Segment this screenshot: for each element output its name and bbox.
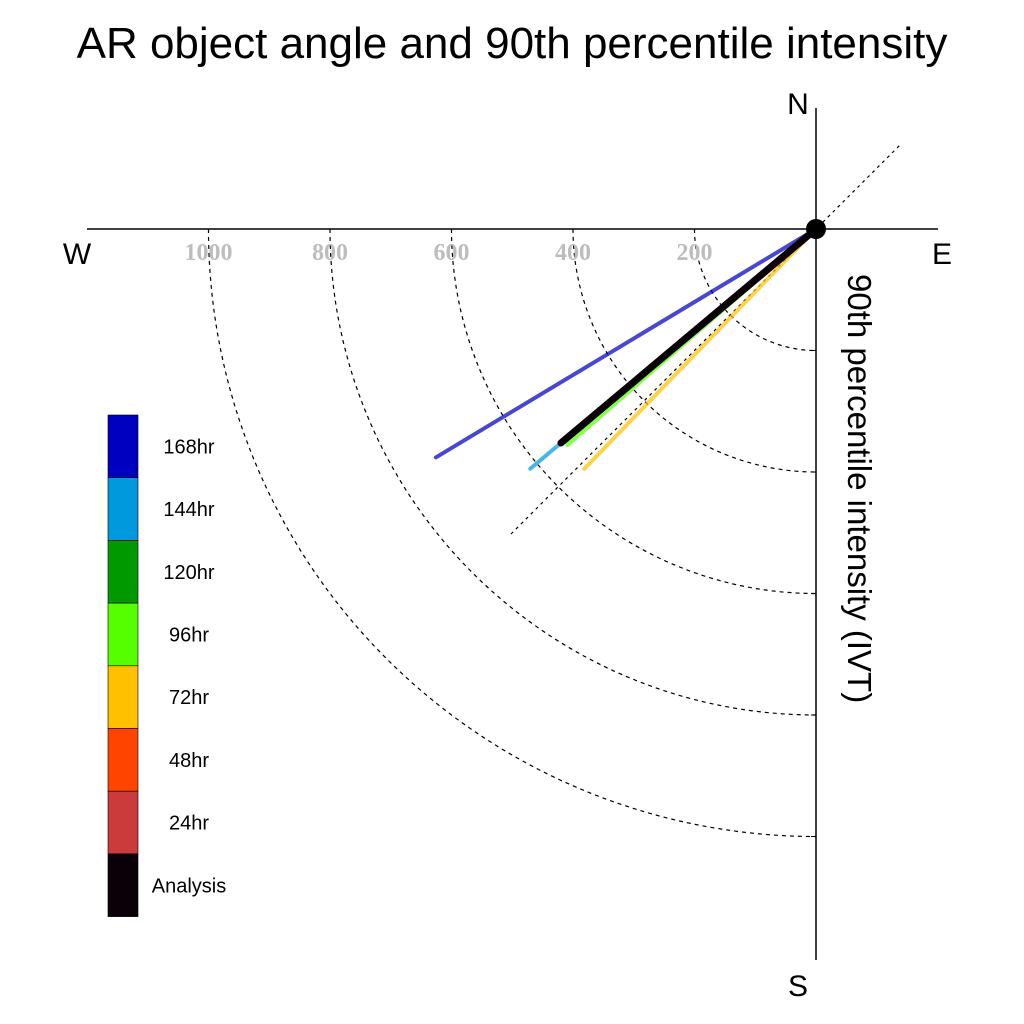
radial-tick-labels: 200 400 600 800 1000	[185, 240, 713, 266]
legend-label-96hr: 96hr	[169, 624, 209, 646]
legend-swatch-72hr	[107, 665, 139, 729]
compass-axes	[87, 108, 938, 960]
legend-label-72hr: 72hr	[169, 687, 209, 709]
legend-label-144hr: 144hr	[163, 499, 214, 521]
legend-label-24hr: 24hr	[169, 813, 209, 835]
vector-168hr	[433, 227, 818, 460]
radial-tick-label-600: 600	[434, 240, 470, 266]
grid-arc-200	[693, 228, 817, 352]
y-axis-label: 90th percentile intensity (IVT)	[841, 274, 878, 703]
legend-label-analysis: Analysis	[152, 875, 226, 897]
radial-tick-label-800: 800	[312, 240, 348, 266]
grid-arc-800	[329, 228, 817, 716]
radial-tick-label-1000: 1000	[185, 240, 233, 266]
legend-swatch-120hr	[107, 540, 139, 604]
vector-series	[433, 219, 826, 471]
compass-west-label: W	[63, 238, 92, 271]
legend-swatch-48hr	[107, 728, 139, 792]
legend: 168hr 144hr 120hr 96hr 72hr 48hr 24hr Analysis	[107, 414, 226, 917]
legend-label-48hr: 48hr	[169, 750, 209, 772]
radial-grid	[207, 142, 903, 838]
compass-south-label: S	[788, 970, 808, 1003]
radial-tick-label-400: 400	[555, 240, 591, 266]
legend-swatch-144hr	[107, 477, 139, 541]
legend-swatch-analysis	[107, 853, 139, 917]
legend-label-168hr: 168hr	[163, 436, 214, 458]
vector-analysis	[557, 225, 820, 447]
grid-arc-1000	[207, 228, 817, 838]
origin-point	[806, 219, 826, 239]
radial-tick-label-200: 200	[677, 240, 713, 266]
legend-swatch-96hr	[107, 602, 139, 667]
legend-swatch-24hr	[107, 790, 139, 855]
legend-label-120hr: 120hr	[163, 562, 214, 584]
legend-swatch-168hr	[107, 414, 139, 479]
compass-north-label: N	[787, 88, 809, 121]
vector-72hr	[582, 227, 818, 471]
chart-title: AR object angle and 90th percentile inte…	[77, 19, 948, 68]
diagonal-reference-line	[510, 142, 903, 535]
compass-east-label: E	[932, 238, 952, 271]
